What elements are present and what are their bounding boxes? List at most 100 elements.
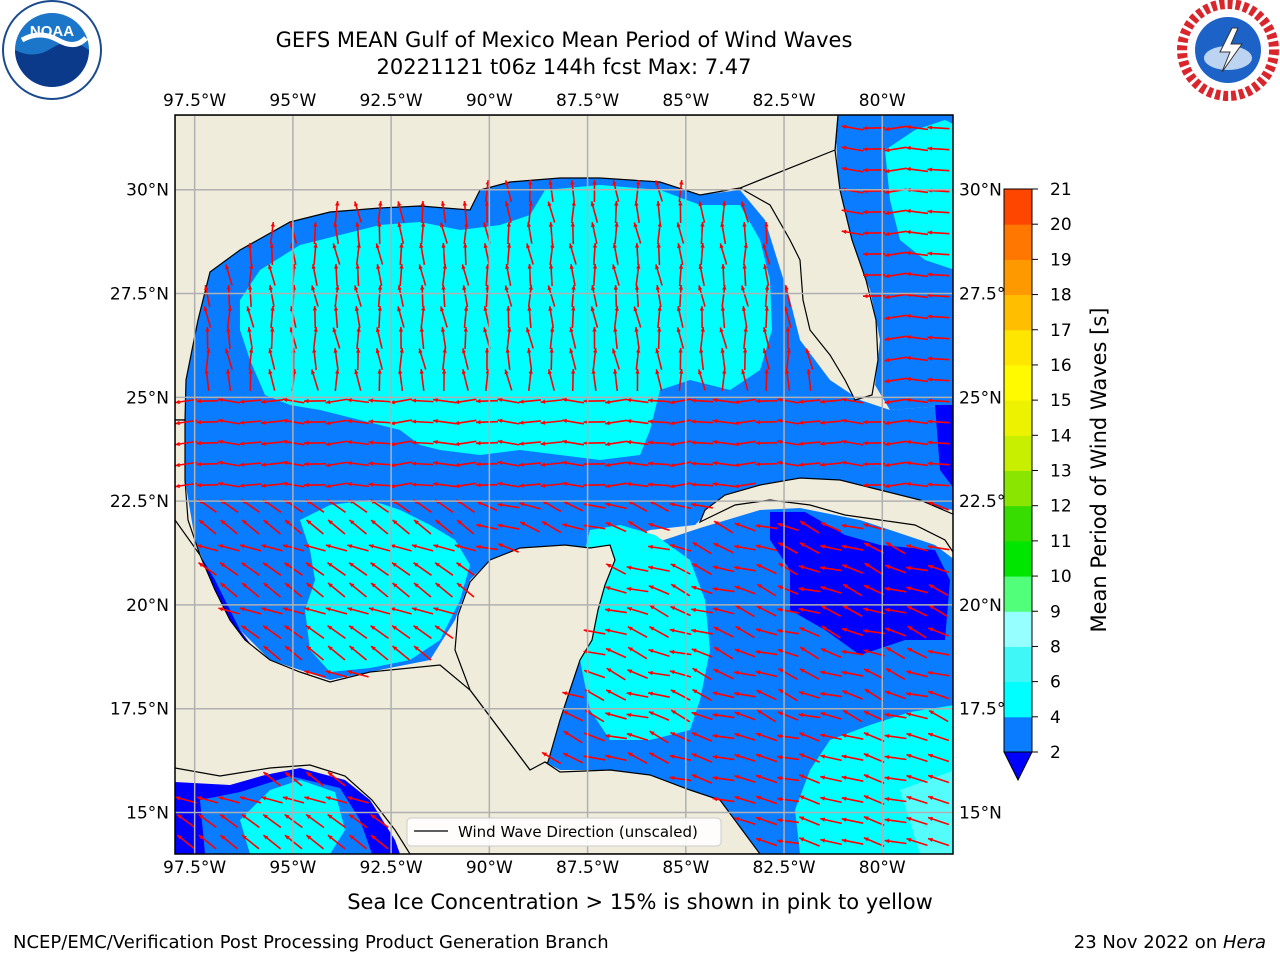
wave-direction-arrow-562 xyxy=(262,562,282,576)
wave-direction-arrow-780 xyxy=(776,755,800,761)
wave-direction-arrow-749 xyxy=(906,712,928,720)
wave-direction-arrow-742 xyxy=(756,709,777,723)
wave-direction-arrow-323 xyxy=(647,398,671,403)
wave-direction-arrow-739 xyxy=(691,711,713,721)
wave-direction-arrow-836 xyxy=(755,816,778,826)
wave-direction-arrow-397 xyxy=(712,439,735,446)
wave-direction-arrow-352 xyxy=(518,420,542,425)
wave-direction-arrow-600 xyxy=(605,586,627,594)
wave-direction-arrow-676 xyxy=(391,645,411,661)
wave-direction-arrow-788 xyxy=(262,771,282,787)
colorbar-segment-7 xyxy=(1004,470,1032,507)
wave-direction-arrow-782 xyxy=(820,754,842,762)
wave-direction-arrow-258 xyxy=(655,348,663,370)
wave-direction-arrow-650 xyxy=(391,624,411,640)
wave-direction-arrow-303 xyxy=(218,397,240,404)
footer-host: Hera xyxy=(1222,932,1266,953)
wave-direction-arrow-157 xyxy=(504,285,513,307)
wave-direction-arrow-231 xyxy=(743,326,748,350)
wave-direction-arrow-613 xyxy=(884,586,907,593)
wave-direction-arrow-825 xyxy=(176,813,196,829)
wave-direction-arrow-103 xyxy=(656,242,661,266)
wave-direction-arrow-369 xyxy=(884,419,907,426)
wave-direction-arrow-647 xyxy=(327,624,346,640)
wave-direction-arrow-339 xyxy=(239,420,262,425)
wave-direction-arrow-469 xyxy=(712,481,735,488)
wave-direction-arrow-154 xyxy=(441,284,446,308)
y-tick-label-left-6: 30°N xyxy=(126,181,169,201)
wave-direction-arrow-225 xyxy=(613,326,618,350)
wave-direction-arrow-237 xyxy=(205,347,211,371)
wave-direction-arrow-838 xyxy=(799,816,820,826)
y-tick-label-left-2: 20°N xyxy=(126,596,169,616)
wave-direction-arrow-250 xyxy=(484,347,490,371)
wave-direction-arrow-82 xyxy=(905,229,929,236)
wave-direction-arrow-406 xyxy=(905,439,929,446)
wave-direction-arrow-439 xyxy=(841,460,864,467)
wave-direction-arrow-305 xyxy=(260,399,284,404)
wave-direction-arrow-529 xyxy=(863,523,885,531)
wave-direction-arrow-11 xyxy=(862,167,886,173)
wave-direction-arrow-585 xyxy=(884,564,907,574)
wave-direction-arrow-773 xyxy=(627,751,648,765)
wave-direction-arrow-570 xyxy=(434,562,454,576)
wave-direction-arrow-88 xyxy=(332,243,341,265)
wave-direction-arrow-388 xyxy=(518,441,542,446)
wave-direction-arrow-860 xyxy=(863,837,885,847)
wave-direction-arrow-165 xyxy=(678,284,684,308)
deep-blue-edge-east xyxy=(935,405,953,488)
wave-direction-arrow-412 xyxy=(260,462,284,467)
wave-direction-arrow-793 xyxy=(691,774,713,784)
wave-direction-arrow-535 xyxy=(304,544,326,552)
x-tick-label-top-1: 95°W xyxy=(269,91,316,111)
wave-direction-arrow-203 xyxy=(884,314,907,321)
wave-direction-arrow-372 xyxy=(175,440,197,447)
wave-direction-arrow-490 xyxy=(519,502,541,510)
wave-direction-arrow-536 xyxy=(325,544,348,552)
wave-direction-arrow-249 xyxy=(461,348,469,370)
wave-direction-arrow-500 xyxy=(198,519,217,535)
wave-direction-arrow-711 xyxy=(863,668,885,680)
wave-direction-arrow-262 xyxy=(742,347,748,371)
wave-direction-arrow-820 xyxy=(841,796,864,803)
x-tick-label-top-4: 87.5°W xyxy=(556,91,619,111)
wave-direction-arrow-185 xyxy=(420,305,426,329)
wave-direction-arrow-521 xyxy=(648,522,670,532)
wave-direction-arrow-666 xyxy=(862,628,886,635)
wave-direction-arrow-532 xyxy=(239,544,262,552)
wave-direction-arrow-325 xyxy=(690,398,714,403)
wave-direction-arrow-710 xyxy=(841,670,864,677)
wave-direction-arrow-108 xyxy=(762,243,771,265)
wave-direction-arrow-558 xyxy=(927,544,950,551)
wave-direction-arrow-98 xyxy=(549,242,555,266)
wave-direction-arrow-502 xyxy=(241,519,260,535)
wave-direction-arrow-248 xyxy=(442,347,447,371)
wave-direction-arrow-403 xyxy=(841,439,864,446)
wave-direction-arrow-641 xyxy=(906,605,928,617)
wave-direction-arrow-687 xyxy=(777,648,799,658)
wave-direction-arrow-198 xyxy=(699,305,705,329)
wave-direction-arrow-516 xyxy=(541,520,562,534)
wave-direction-arrow-309 xyxy=(346,398,370,404)
wave-direction-arrow-832 xyxy=(327,813,346,829)
wave-direction-arrow-378 xyxy=(303,440,327,446)
wave-direction-arrow-808 xyxy=(239,796,262,804)
wave-direction-arrow-244 xyxy=(356,347,361,371)
wave-direction-arrow-660 xyxy=(735,625,755,639)
wave-direction-arrow-725 xyxy=(778,688,798,702)
wave-direction-arrow-411 xyxy=(239,462,262,467)
wave-direction-arrow-728 xyxy=(842,690,863,700)
wave-direction-arrow-253 xyxy=(549,347,554,371)
wave-direction-arrow-321 xyxy=(605,398,627,405)
wave-direction-arrow-643 xyxy=(241,624,260,640)
wave-direction-arrow-679 xyxy=(605,647,627,659)
wave-direction-arrow-837 xyxy=(776,818,800,824)
wave-direction-arrow-603 xyxy=(670,583,691,597)
wave-direction-arrow-156 xyxy=(485,284,490,308)
wave-direction-arrow-468 xyxy=(690,482,714,487)
wave-direction-arrow-709 xyxy=(820,670,842,678)
wave-direction-arrow-359 xyxy=(669,419,692,426)
wave-direction-arrow-859 xyxy=(841,838,864,845)
wave-direction-arrow-512 xyxy=(456,519,475,535)
wave-direction-arrow-787 xyxy=(927,753,950,763)
